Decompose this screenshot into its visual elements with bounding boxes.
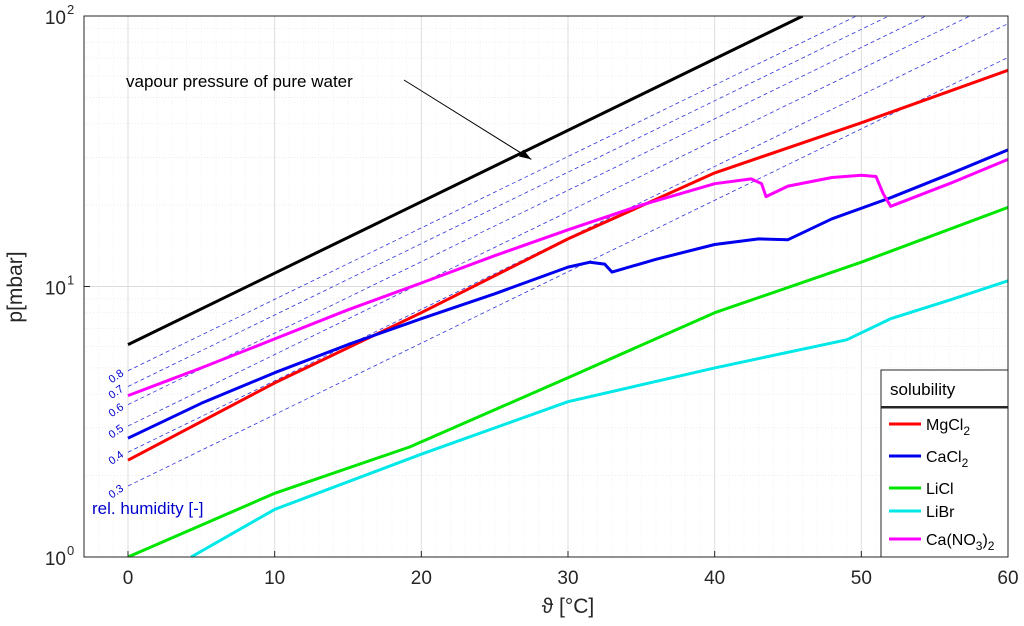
relative-humidity-lines	[127, 16, 1008, 487]
legend-title-box	[880, 369, 1009, 409]
series-line-mgcl2	[127, 68, 1008, 462]
x-tick-label: 50	[851, 568, 872, 589]
rel-humidity-caption: rel. humidity [-]	[92, 499, 203, 518]
y-tick-label: 10	[45, 279, 66, 300]
series-line-libr	[190, 279, 1008, 557]
series-line-ca-no3-2	[127, 158, 1008, 398]
rh-line-0.3	[127, 57, 1008, 487]
legend-label: Ca(NO3)2	[926, 532, 995, 553]
x-tick-label: 10	[264, 568, 285, 589]
x-tick-label: 0	[123, 568, 134, 589]
legend-label: CaCl2	[926, 449, 969, 470]
annotation-arrow-head	[519, 149, 532, 160]
x-axis-ticks: 0 10 20 30 40 50 60	[123, 551, 1019, 589]
x-tick-label: 20	[411, 568, 432, 589]
y-axis-label: p[mbar]	[4, 251, 27, 322]
legend-label: MgCl2	[926, 417, 970, 438]
rh-line-0.4	[127, 23, 1008, 453]
y-tick-exponent: 1	[67, 273, 74, 288]
y-tick-label: 10	[45, 549, 66, 570]
y-tick-exponent: 0	[67, 543, 74, 558]
y-tick-label: 10	[45, 8, 66, 29]
y-tick-exponent: 2	[67, 2, 74, 17]
series-line-licl	[127, 205, 1008, 557]
legend-label: LiBr	[926, 504, 955, 521]
series-line-cacl2	[127, 148, 1008, 440]
annotation-text: vapour pressure of pure water	[126, 72, 353, 91]
rh-line-0.5	[127, 16, 971, 427]
series-line-pure-water	[127, 16, 804, 346]
x-axis-label: ϑ [°C]	[542, 595, 595, 618]
x-tick-label: 40	[704, 568, 725, 589]
legend: solubility MgCl2 CaCl2 LiCl LiBr Ca(NO3)2	[880, 369, 1009, 558]
rh-line-0.7	[127, 16, 890, 387]
rh-line-0.6	[127, 16, 927, 405]
legend-label: LiCl	[926, 481, 954, 498]
legend-title: solubility	[890, 380, 956, 399]
x-tick-label: 30	[557, 568, 578, 589]
annotation-arrow	[403, 79, 532, 160]
series-lines	[127, 16, 1008, 557]
legend-entries-box	[880, 407, 1009, 558]
annotation-arrow-line	[403, 79, 532, 160]
x-tick-label: 60	[997, 568, 1018, 589]
rh-line-0.8	[127, 16, 858, 372]
